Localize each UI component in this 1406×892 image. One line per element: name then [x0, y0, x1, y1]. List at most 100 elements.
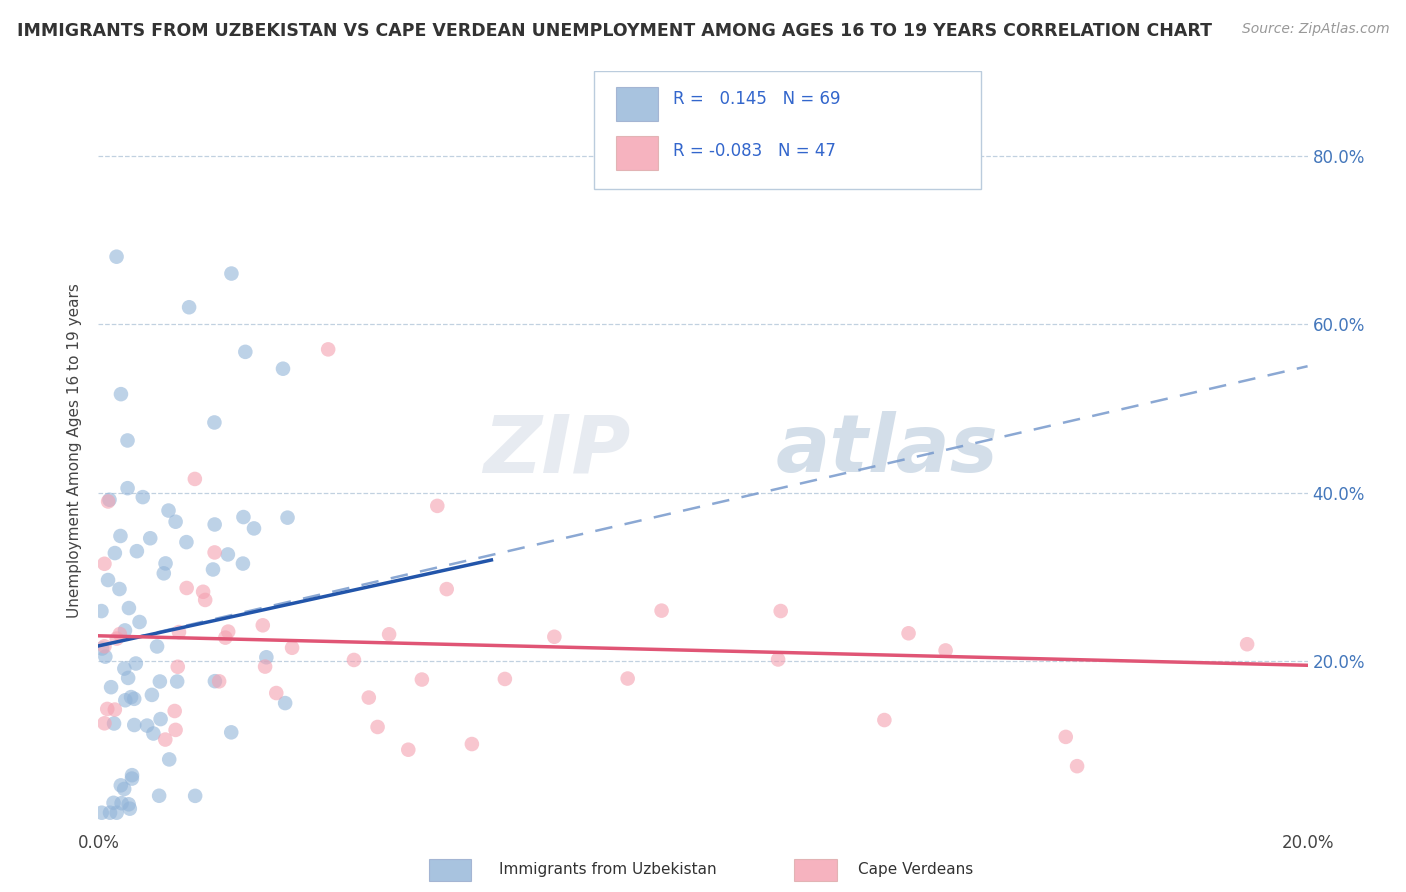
- Point: [96, 702, 118, 716]
- Point: [125, 657, 148, 671]
- Point: [367, 720, 389, 734]
- Point: [461, 737, 484, 751]
- Point: [176, 535, 198, 549]
- Point: [167, 625, 190, 640]
- Point: [121, 768, 143, 782]
- Point: [155, 557, 177, 571]
- Text: Source: ZipAtlas.com: Source: ZipAtlas.com: [1241, 22, 1389, 37]
- Point: [103, 796, 125, 810]
- Point: [117, 671, 139, 685]
- Point: [165, 723, 187, 737]
- Point: [105, 250, 128, 264]
- Point: [93, 716, 115, 731]
- Point: [252, 618, 274, 632]
- Point: [142, 726, 165, 740]
- Point: [194, 593, 217, 607]
- Point: [108, 582, 131, 596]
- Point: [184, 789, 207, 803]
- Point: [184, 472, 207, 486]
- Point: [122, 691, 145, 706]
- Point: [357, 690, 380, 705]
- Point: [108, 627, 131, 641]
- Point: [121, 772, 143, 786]
- Point: [93, 640, 115, 654]
- Point: [264, 686, 287, 700]
- Point: [125, 544, 148, 558]
- Point: [97, 573, 120, 587]
- Point: [897, 626, 920, 640]
- Point: [103, 716, 125, 731]
- Text: R =   0.145   N = 69: R = 0.145 N = 69: [672, 90, 841, 108]
- Point: [128, 615, 150, 629]
- Point: [191, 584, 214, 599]
- Point: [110, 778, 132, 792]
- Point: [118, 601, 141, 615]
- Point: [152, 566, 174, 581]
- Point: [243, 521, 266, 535]
- Point: [98, 492, 121, 507]
- Point: [378, 627, 401, 641]
- Point: [204, 517, 226, 532]
- Point: [935, 643, 957, 657]
- Point: [165, 515, 187, 529]
- Point: [543, 630, 565, 644]
- Point: [166, 660, 188, 674]
- Point: [112, 662, 135, 676]
- Text: atlas: atlas: [776, 411, 998, 490]
- Point: [217, 624, 239, 639]
- Point: [110, 796, 132, 810]
- Point: [90, 604, 112, 618]
- Point: [110, 387, 132, 401]
- FancyBboxPatch shape: [616, 136, 658, 170]
- Text: Cape Verdeans: Cape Verdeans: [858, 863, 973, 877]
- Point: [146, 640, 169, 654]
- Point: [217, 548, 239, 562]
- Point: [98, 805, 121, 820]
- Point: [120, 690, 142, 704]
- Point: [139, 531, 162, 545]
- Point: [114, 693, 136, 707]
- Point: [271, 361, 294, 376]
- Point: [769, 604, 792, 618]
- Point: [117, 481, 139, 495]
- Point: [316, 343, 339, 357]
- Point: [1054, 730, 1077, 744]
- Point: [166, 674, 188, 689]
- Point: [274, 696, 297, 710]
- Point: [204, 416, 226, 430]
- Point: [873, 713, 896, 727]
- Point: [112, 782, 135, 797]
- Point: [148, 789, 170, 803]
- Point: [219, 725, 242, 739]
- Point: [93, 557, 115, 571]
- Point: [149, 712, 172, 726]
- Point: [141, 688, 163, 702]
- Point: [90, 805, 112, 820]
- Point: [1236, 637, 1258, 651]
- Point: [281, 640, 304, 655]
- Point: [221, 267, 243, 281]
- Point: [1066, 759, 1088, 773]
- Text: R = -0.083   N = 47: R = -0.083 N = 47: [672, 142, 835, 160]
- Point: [204, 545, 226, 559]
- Point: [114, 624, 136, 638]
- Point: [132, 490, 155, 504]
- Point: [343, 653, 366, 667]
- Point: [176, 581, 198, 595]
- Point: [436, 582, 458, 596]
- Point: [208, 674, 231, 689]
- Point: [204, 674, 226, 689]
- Point: [254, 659, 277, 673]
- FancyBboxPatch shape: [595, 71, 981, 189]
- Text: Immigrants from Uzbekistan: Immigrants from Uzbekistan: [499, 863, 717, 877]
- Point: [232, 510, 254, 524]
- Point: [104, 702, 127, 716]
- Point: [118, 802, 141, 816]
- Point: [201, 562, 224, 576]
- Point: [277, 510, 299, 524]
- Point: [110, 529, 132, 543]
- Text: ZIP: ZIP: [484, 411, 630, 490]
- Point: [105, 632, 128, 646]
- Point: [232, 557, 254, 571]
- Point: [155, 732, 177, 747]
